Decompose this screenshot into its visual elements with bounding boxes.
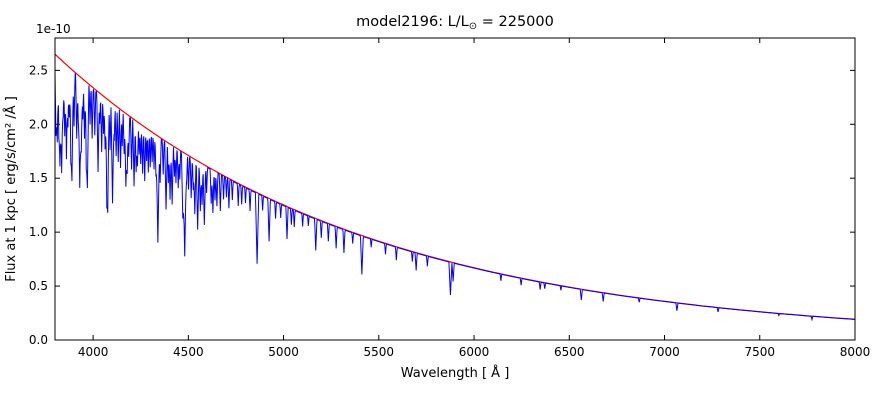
plot-border bbox=[54, 37, 856, 341]
x-tick-label: 8000 bbox=[840, 345, 871, 359]
axis-tick-labels: 4000 4500 5000 5500 6000 6500 7000 7500 8000 0.0 0… bbox=[29, 63, 870, 359]
chart-title-main: model2196: L/L bbox=[356, 14, 469, 30]
x-axis-label: Wavelength [ Å ] bbox=[401, 365, 510, 381]
y-tick-label: 2.5 bbox=[29, 63, 48, 77]
x-tick-label: 7500 bbox=[744, 345, 775, 359]
chart-title: model2196: L/L⊙ = 225000 bbox=[356, 14, 554, 32]
y-tick-label: 0.5 bbox=[29, 279, 48, 293]
y-tick-label: 1.0 bbox=[29, 225, 48, 239]
spectrum-series bbox=[54, 72, 856, 322]
y-tick-label: 0.0 bbox=[29, 333, 48, 347]
x-tick-label: 7000 bbox=[649, 345, 680, 359]
x-tick-label: 5500 bbox=[364, 345, 395, 359]
sun-symbol: ⊙ bbox=[469, 21, 477, 32]
x-tick-label: 5000 bbox=[268, 345, 299, 359]
y-axis-label: Flux at 1 kpc [ erg/s/cm² /Å ] bbox=[3, 96, 19, 282]
x-tick-label: 6500 bbox=[554, 345, 585, 359]
y-tick-label: 1.5 bbox=[29, 171, 48, 185]
x-tick-label: 6000 bbox=[459, 345, 490, 359]
y-tick-label: 2.0 bbox=[29, 117, 48, 131]
x-tick-label: 4500 bbox=[173, 345, 204, 359]
x-tick-label: 4000 bbox=[78, 345, 109, 359]
y-axis-offset-text: 1e-10 bbox=[36, 22, 71, 36]
chart-title-suffix: = 225000 bbox=[477, 14, 554, 30]
